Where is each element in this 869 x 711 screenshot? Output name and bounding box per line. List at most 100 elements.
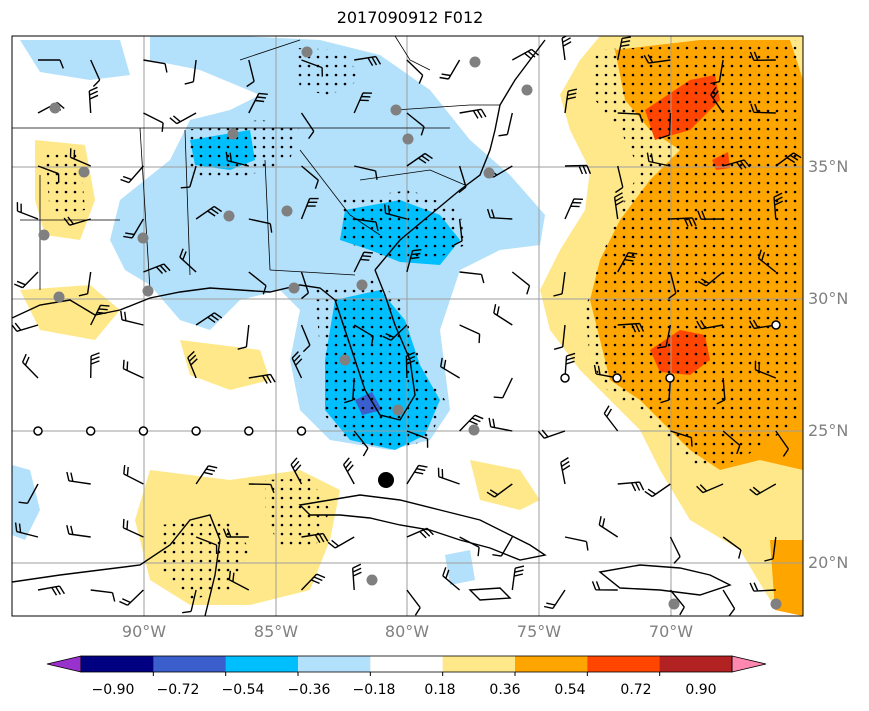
wind-barb-icon: [291, 351, 303, 379]
wind-barb-icon: [290, 457, 303, 485]
wind-barb-icon: [301, 59, 323, 77]
calm-circle-icon: [771, 320, 781, 330]
wind-barb-icon: [88, 86, 99, 114]
wind-barb-icon: [301, 532, 329, 543]
wind-barb-icon: [773, 192, 784, 220]
colorbar-tick: −0.90: [91, 682, 135, 698]
wind-barb-icon: [406, 430, 429, 448]
wind-barb-icon: [406, 59, 424, 84]
wind-barb-icon: [617, 36, 632, 61]
orange-region-small: [770, 540, 803, 616]
wind-barb-icon: [643, 54, 671, 64]
colorbar-tick: −0.36: [287, 682, 331, 698]
wind-barb-icon: [697, 271, 724, 287]
station-dot-icon: [227, 128, 239, 140]
wind-barb-icon: [615, 165, 624, 194]
colorbar-tick: −0.72: [156, 682, 200, 698]
wind-barb-icon: [122, 359, 144, 379]
station-dot-icon: [483, 167, 495, 179]
colorbar-tick: 0.54: [554, 682, 586, 698]
wind-barb-icon: [511, 271, 531, 295]
calm-circle-icon: [296, 426, 307, 436]
light-blue-region-west: [20, 40, 130, 80]
wind-barb-icon: [492, 536, 513, 557]
station-dot-icon: [469, 56, 481, 68]
yellow-region-gulf-mid: [180, 340, 270, 390]
stipple-area-north: [185, 120, 300, 180]
map-frame: [11, 35, 804, 617]
wind-barb-icon: [553, 271, 566, 297]
station-dot-icon: [78, 166, 90, 178]
wind-barb-icon: [354, 165, 378, 180]
colorbar-segment: [153, 656, 227, 672]
wind-barb-icon: [352, 563, 362, 591]
wind-barb-icon: [225, 151, 249, 167]
station-dot-icon: [521, 84, 533, 96]
wind-barb-icon: [716, 377, 726, 405]
wind-barb-icon: [143, 59, 168, 73]
calm-circle-icon: [612, 373, 622, 383]
colorbar: [46, 655, 767, 676]
station-dot-icon: [301, 46, 313, 58]
wind-barb-icon: [327, 536, 355, 549]
wind-barb-icon: [775, 152, 802, 167]
wind-barb-icon: [37, 165, 60, 183]
stipple-area-florida: [315, 280, 445, 450]
wind-barb-icon: [696, 483, 724, 494]
wind-barb-icon: [14, 271, 39, 289]
wind-barb-icon: [342, 457, 355, 485]
wind-barb-icon: [560, 457, 571, 485]
wind-barb-icon: [180, 165, 197, 189]
wind-barb-icon: [442, 567, 461, 591]
wind-barb-icon: [488, 417, 513, 432]
calm-circle-icon: [244, 426, 254, 436]
wind-barb-icon: [775, 430, 789, 457]
wind-barb-icon: [591, 581, 618, 591]
wind-barb-icon: [248, 92, 268, 114]
wind-barb-icon: [493, 304, 513, 326]
station-dot-icon: [390, 104, 402, 116]
stipple-area-atlantic: [585, 40, 800, 470]
calm-circle-icon: [138, 426, 149, 436]
wind-barb-icon: [122, 518, 144, 538]
stipple-area-carolina: [340, 190, 465, 262]
wind-barb-icon: [561, 36, 572, 61]
wind-barb-icon: [90, 352, 100, 379]
colorbar-segment: [225, 656, 299, 672]
wind-barb-icon: [237, 324, 250, 350]
wind-barb-icon: [750, 103, 776, 114]
wind-barb-icon: [120, 310, 144, 326]
lat-label-30n: 30°N: [808, 289, 849, 308]
wind-barb-icon: [406, 152, 433, 167]
colorbar-extend-low: [46, 655, 82, 673]
stipple-area-west: [45, 150, 85, 215]
wind-barb-icon: [38, 59, 64, 69]
wind-barb-icon: [301, 165, 319, 189]
wind-barb-icon: [66, 471, 91, 485]
lon-label-80w: 80°W: [384, 622, 430, 641]
lon-label-90w: 90°W: [121, 622, 167, 641]
wind-barb-icon: [670, 217, 697, 227]
colorbar-segment: [659, 656, 733, 672]
colorbar-tick: −0.18: [352, 682, 396, 698]
wind-barb-icon: [120, 165, 144, 184]
wind-barb-icon: [248, 218, 273, 233]
wind-barb-icon: [564, 536, 589, 551]
wind-barb-icon: [598, 516, 619, 538]
station-dot-icon: [468, 424, 480, 436]
wind-barb-icon: [453, 218, 463, 246]
wind-barb-icon: [537, 429, 566, 439]
station-dot-icon: [223, 210, 235, 222]
stipple-area-caribbean-2: [265, 478, 330, 548]
colorbar-tick: 0.72: [620, 682, 652, 698]
wind-barb-icon: [300, 112, 315, 140]
colorbar-segment: [81, 656, 154, 672]
wind-barb-icon: [195, 312, 223, 326]
wind-barb-icon: [564, 352, 576, 379]
light-blue-region-cuba: [445, 550, 475, 585]
wind-barb-icon: [21, 353, 39, 379]
wind-barb-icon: [696, 320, 724, 330]
wind-barb-icon: [617, 252, 638, 273]
wind-barb-icon: [63, 216, 91, 226]
colorbar-segment: [370, 656, 444, 672]
